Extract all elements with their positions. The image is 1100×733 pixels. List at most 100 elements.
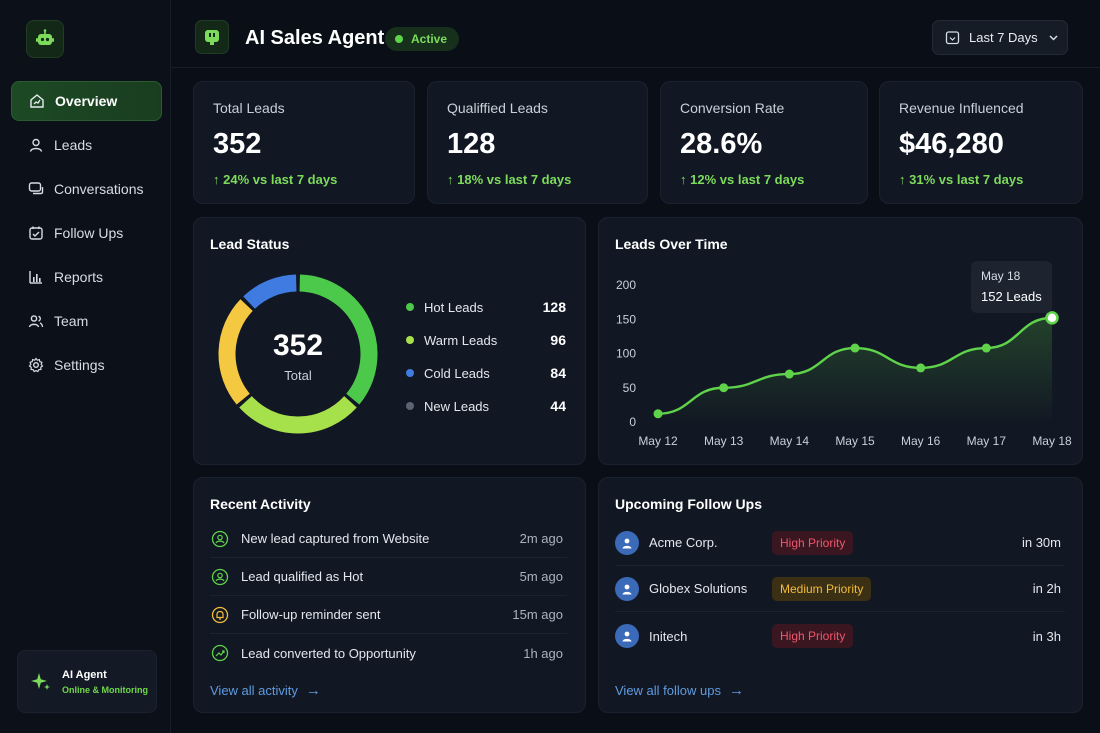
- line-area-fill: [658, 317, 1052, 422]
- date-range-dropdown[interactable]: Last 7 Days: [932, 20, 1068, 55]
- data-point[interactable]: [653, 409, 663, 419]
- stat-delta: ↑ 24% vs last 7 days: [213, 172, 338, 187]
- link-label: View all follow ups: [615, 683, 721, 698]
- trend-up-icon: [210, 643, 230, 663]
- sidebar-item-follow-ups[interactable]: Follow Ups: [11, 213, 162, 253]
- data-point[interactable]: [719, 383, 729, 393]
- follow-ups-card: Upcoming Follow Ups Acme Corp. High Prio…: [598, 477, 1083, 713]
- legend-value: 84: [550, 365, 566, 381]
- chat-icon: [27, 180, 45, 198]
- status-badge: Active: [385, 27, 460, 51]
- calendar-icon: [945, 30, 960, 45]
- stat-card-revenue: Revenue Influenced $46,280 ↑ 31% vs last…: [879, 81, 1083, 204]
- sidebar-item-label: Conversations: [54, 181, 144, 197]
- stat-label: Revenue Influenced: [899, 100, 1024, 116]
- activity-item[interactable]: Lead qualified as Hot 5m ago: [210, 558, 567, 596]
- donut-slice-cold-leads[interactable]: [218, 299, 253, 405]
- activity-text: Lead qualified as Hot: [241, 569, 364, 584]
- dashboard-icon: [28, 92, 46, 110]
- data-point[interactable]: [1045, 311, 1059, 325]
- agent-status: Online & Monitoring: [62, 684, 148, 695]
- donut-slice-warm-leads[interactable]: [239, 395, 357, 434]
- sidebar-nav: Overview Leads Conversations Follow Ups …: [11, 81, 162, 389]
- sidebar-item-reports[interactable]: Reports: [11, 257, 162, 297]
- activity-text: New lead captured from Website: [241, 531, 430, 546]
- stat-value: 128: [447, 128, 496, 160]
- sidebar-item-label: Leads: [54, 137, 93, 153]
- agent-title: AI Agent: [62, 668, 107, 681]
- recent-activity-card: Recent Activity New lead captured from W…: [193, 477, 586, 713]
- legend-dot-icon: [406, 402, 414, 410]
- status-dot-icon: [395, 35, 403, 43]
- leads-over-time-card: Leads Over Time 200 150 100 50 0 May 12 May 13…: [598, 217, 1083, 465]
- x-tick-label: May 13: [704, 434, 744, 448]
- avatar-user-icon: [615, 624, 639, 648]
- data-point[interactable]: [981, 343, 991, 353]
- user-circle-icon: [210, 567, 230, 587]
- stat-value: 352: [213, 128, 262, 160]
- sidebar-item-label: Overview: [55, 93, 118, 109]
- lead-status-donut: [218, 274, 378, 434]
- x-tick-label: May 16: [901, 434, 941, 448]
- sidebar: Overview Leads Conversations Follow Ups …: [0, 0, 171, 733]
- x-tick-label: May 14: [770, 434, 810, 448]
- follow-up-time: in 3h: [1032, 628, 1061, 644]
- follow-up-item[interactable]: Globex Solutions Medium Priority in 2h: [615, 566, 1065, 612]
- follow-up-name: Acme Corp.: [649, 535, 718, 550]
- top-header: AI Sales Agent Active Last 7 Days: [171, 0, 1100, 68]
- legend-value: 96: [550, 332, 566, 348]
- data-point[interactable]: [784, 369, 794, 379]
- activity-text: Lead converted to Opportunity: [241, 645, 416, 661]
- sidebar-item-settings[interactable]: Settings: [11, 345, 162, 385]
- data-point[interactable]: [916, 363, 926, 373]
- chart-tooltip: May 18 152 Leads: [971, 261, 1052, 313]
- sidebar-item-conversations[interactable]: Conversations: [11, 169, 162, 209]
- activity-time: 15m ago: [512, 607, 563, 622]
- robot-icon: [195, 20, 229, 54]
- status-label: Active: [411, 32, 448, 46]
- ai-agent-status-card[interactable]: AI Agent Online & Monitoring: [17, 650, 157, 713]
- donut-slice-hot-leads[interactable]: [299, 274, 378, 405]
- sidebar-item-leads[interactable]: Leads: [11, 125, 162, 165]
- follow-up-item[interactable]: Acme Corp. High Priority in 30m: [615, 520, 1065, 566]
- tooltip-value: 152 Leads: [981, 289, 1042, 304]
- page-title: AI Sales Agent: [245, 27, 385, 49]
- user-circle-icon: [210, 529, 230, 549]
- follow-up-time: in 30m: [1021, 535, 1061, 550]
- sparkle-icon: [30, 671, 52, 693]
- activity-time: 1h ago: [523, 645, 563, 661]
- sidebar-item-team[interactable]: Team: [11, 301, 162, 341]
- chart-title: Leads Over Time: [615, 236, 728, 252]
- sidebar-item-overview[interactable]: Overview: [11, 81, 162, 121]
- view-all-activity-link[interactable]: View all activity →: [210, 682, 321, 699]
- activity-time: 5m ago: [519, 569, 563, 584]
- arrow-right-icon: →: [728, 682, 744, 699]
- view-all-follow-ups-link[interactable]: View all follow ups →: [615, 682, 744, 699]
- arrow-up-icon: ↑: [213, 172, 224, 187]
- avatar-user-icon: [615, 530, 639, 555]
- legend-label: Hot Leads: [424, 299, 484, 315]
- activity-item[interactable]: New lead captured from Website 2m ago: [210, 520, 567, 558]
- follow-up-time: in 2h: [1032, 581, 1061, 596]
- legend-cold-leads: Cold Leads 84: [406, 363, 566, 383]
- y-tick-label: 100: [616, 347, 636, 361]
- priority-badge: High Priority: [772, 530, 854, 555]
- activity-time: 2m ago: [519, 531, 563, 546]
- avatar-user-icon: [615, 576, 639, 601]
- stat-label: Conversion Rate: [680, 100, 785, 116]
- robot-logo-icon[interactable]: [26, 20, 64, 58]
- priority-badge: High Priority: [772, 624, 854, 648]
- activity-item[interactable]: Lead converted to Opportunity 1h ago: [210, 634, 567, 672]
- donut-slice-new-leads[interactable]: [243, 274, 297, 309]
- activity-text: Follow-up reminder sent: [241, 607, 381, 622]
- activity-item[interactable]: Follow-up reminder sent 15m ago: [210, 596, 567, 634]
- tooltip-date: May 18: [981, 269, 1021, 283]
- follow-up-item[interactable]: Initech High Priority in 3h: [615, 613, 1065, 659]
- data-point[interactable]: [850, 343, 860, 353]
- follow-up-name: Globex Solutions: [649, 581, 748, 596]
- x-tick-label: May 15: [835, 434, 875, 448]
- bell-icon: [210, 605, 230, 625]
- stat-label: Total Leads: [213, 100, 285, 116]
- stat-delta: ↑ 18% vs last 7 days: [447, 172, 572, 187]
